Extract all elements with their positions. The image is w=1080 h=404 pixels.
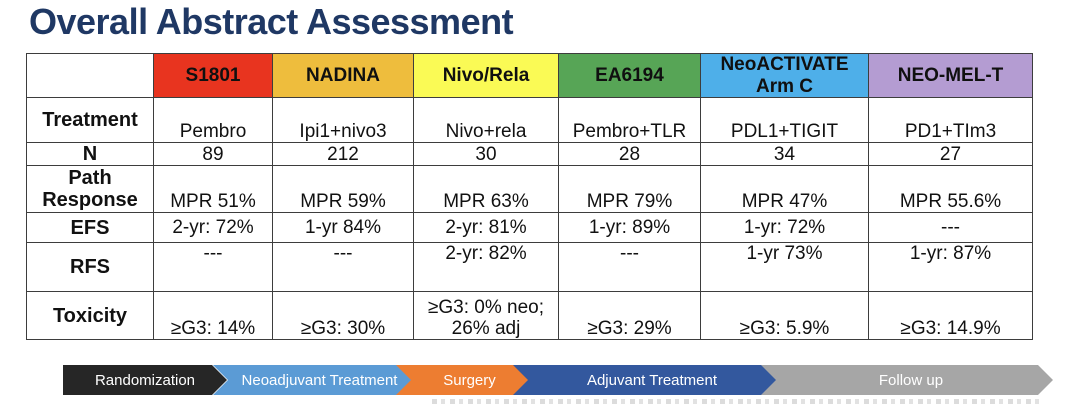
row-label-n: N	[26, 141, 154, 167]
table-cell: Pembro	[153, 97, 273, 143]
column-header-neoactivate: NeoACTIVATE Arm C	[700, 53, 869, 98]
table-cell: ≥G3: 29%	[558, 291, 701, 341]
column-header-nadina: NADINA	[272, 53, 414, 98]
cutoff-caption-text	[432, 399, 1044, 404]
table-cell: ≥G3: 5.9%	[700, 291, 869, 341]
flow-step-adjuvant-treatment: Adjuvant Treatment	[513, 365, 783, 395]
table-cell: 28	[558, 141, 701, 167]
table-cell: ---	[272, 242, 414, 293]
table-cell: ≥G3: 14%	[153, 291, 273, 341]
table-row-n: N 89 212 30 28 34 27	[26, 141, 1033, 167]
table-cell: Pembro+TLR	[558, 97, 701, 143]
table-cell: ---	[868, 212, 1033, 244]
table-cell: Ipi1+nivo3	[272, 97, 414, 143]
table-cell: 212	[272, 141, 414, 167]
table-cell: MPR 63%	[413, 165, 559, 214]
table-cell: ≥G3: 14.9%	[868, 291, 1033, 341]
treatment-timeline: Randomization Neoadjuvant Treatment Surg…	[0, 365, 1080, 395]
table-cell: 1-yr: 72%	[700, 212, 869, 244]
flow-step-label: Follow up	[878, 371, 944, 389]
row-label-toxicity: Toxicity	[26, 291, 154, 341]
table-cell: 1-yr: 87%	[868, 242, 1033, 293]
assessment-table: S1801 NADINA Nivo/Rela EA6194 NeoACTIVAT…	[26, 53, 1033, 341]
table-cell: 2-yr: 82%	[413, 242, 559, 293]
table-cell: 1-yr 73%	[700, 242, 869, 293]
table-row-treatment: Treatment Pembro Ipi1+nivo3 Nivo+rela Pe…	[26, 97, 1033, 143]
flow-step-label: Neoadjuvant Treatment	[241, 371, 398, 389]
table-cell: MPR 59%	[272, 165, 414, 214]
table-row-path-response: Path Response MPR 51% MPR 59% MPR 63% MP…	[26, 165, 1033, 214]
column-header-s1801: S1801	[153, 53, 273, 98]
row-label-path-response: Path Response	[26, 165, 154, 214]
table-cell: 1-yr 84%	[272, 212, 414, 244]
table-cell: MPR 55.6%	[868, 165, 1033, 214]
table-cell: 1-yr: 89%	[558, 212, 701, 244]
table-cell: 27	[868, 141, 1033, 167]
header-row: S1801 NADINA Nivo/Rela EA6194 NeoACTIVAT…	[26, 53, 1033, 98]
column-header-blank	[26, 53, 154, 98]
table-cell: ---	[558, 242, 701, 293]
table-cell: ≥G3: 0% neo; 26% adj	[413, 291, 559, 341]
table-cell: Nivo+rela	[413, 97, 559, 143]
table-cell: 2-yr: 81%	[413, 212, 559, 244]
column-header-neo-mel-t: NEO-MEL-T	[868, 53, 1033, 98]
table-cell: ---	[153, 242, 273, 293]
table-cell: 30	[413, 141, 559, 167]
row-label-treatment: Treatment	[26, 97, 154, 143]
table-cell: MPR 47%	[700, 165, 869, 214]
table-row-rfs: RFS --- --- 2-yr: 82% --- 1-yr 73% 1-yr:…	[26, 242, 1033, 293]
table-cell: PD1+TIm3	[868, 97, 1033, 143]
flow-step-label: Randomization	[94, 371, 196, 389]
flow-step-surgery: Surgery	[396, 365, 535, 395]
table-cell: 34	[700, 141, 869, 167]
flow-step-label: Adjuvant Treatment	[586, 371, 718, 389]
table-cell: MPR 51%	[153, 165, 273, 214]
flow-step-randomization: Randomization	[63, 365, 227, 395]
column-header-ea6194: EA6194	[558, 53, 701, 98]
flow-step-follow-up: Follow up	[761, 365, 1053, 395]
table-cell: 2-yr: 72%	[153, 212, 273, 244]
column-header-nivo-rela: Nivo/Rela	[413, 53, 559, 98]
table-cell: ≥G3: 30%	[272, 291, 414, 341]
table-row-toxicity: Toxicity ≥G3: 14% ≥G3: 30% ≥G3: 0% neo; …	[26, 291, 1033, 341]
flow-step-neoadjuvant-treatment: Neoadjuvant Treatment	[213, 365, 418, 395]
table-cell: MPR 79%	[558, 165, 701, 214]
row-label-rfs: RFS	[26, 242, 154, 293]
row-label-efs: EFS	[26, 212, 154, 244]
flow-step-label: Surgery	[443, 371, 496, 389]
table-cell: PDL1+TIGIT	[700, 97, 869, 143]
page-title: Overall Abstract Assessment	[29, 1, 514, 42]
table-cell: 89	[153, 141, 273, 167]
table-row-efs: EFS 2-yr: 72% 1-yr 84% 2-yr: 81% 1-yr: 8…	[26, 212, 1033, 244]
